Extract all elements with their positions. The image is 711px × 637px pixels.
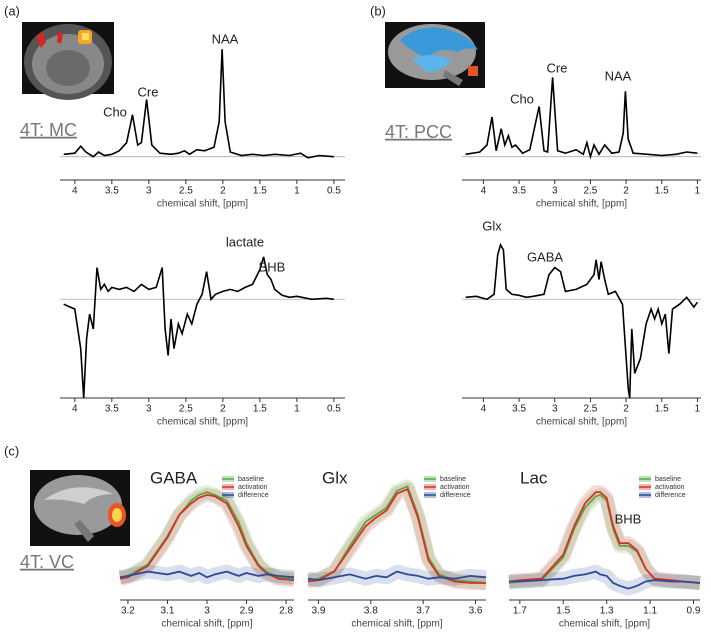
x-tick-label: 1.5: [253, 404, 267, 415]
series-line: [119, 493, 295, 581]
x-tick-label: 3.2: [121, 606, 135, 617]
x-tick-label: 1.3: [600, 606, 614, 617]
x-tick-label: 3: [552, 404, 558, 415]
x-tick-label: 3.8: [364, 606, 378, 617]
x-tick-label: 1.5: [655, 404, 669, 415]
inset-label: 4T: VC: [20, 552, 74, 572]
panel-label: (c): [4, 443, 19, 458]
x-tick-label: 3.5: [105, 186, 119, 197]
x-tick-label: 1: [294, 404, 300, 415]
panel-label: (b): [370, 3, 386, 18]
spectrum-line: [63, 49, 334, 159]
x-tick-label: 4: [481, 186, 487, 197]
legend-label: baseline: [440, 476, 466, 483]
series-line: [509, 570, 701, 590]
peak-annotation: Cho: [510, 91, 534, 106]
x-tick-label: 2.5: [179, 404, 193, 415]
x-tick-label: 3: [204, 606, 210, 617]
series-line: [119, 570, 295, 579]
x-tick-label: 2.8: [279, 606, 293, 617]
panel-label: (a): [4, 3, 20, 18]
series-line: [508, 491, 701, 584]
legend-label: activation: [238, 484, 268, 491]
x-axis-label: chemical shift, [ppm]: [157, 417, 248, 428]
x-tick-label: 0.5: [327, 186, 341, 197]
inset-label: 4T: PCC: [385, 122, 452, 142]
x-axis-label: chemical shift, [ppm]: [536, 199, 627, 210]
x-tick-label: 4: [72, 404, 78, 415]
legend-label: baseline: [655, 476, 681, 483]
x-tick-label: 1: [695, 404, 701, 415]
x-axis-label: chemical shift, [ppm]: [536, 417, 627, 428]
peak-annotation: NAA: [605, 68, 632, 83]
x-tick-label: 1.5: [253, 186, 267, 197]
brain-inset-pcc: [385, 22, 485, 88]
x-tick-label: 3.6: [469, 606, 483, 617]
chart-title: GABA: [150, 468, 198, 487]
legend-label: activation: [655, 484, 685, 491]
inset-label: 4T: MC: [20, 120, 77, 140]
legend-label: difference: [238, 492, 269, 499]
peak-annotation: Cho: [103, 104, 127, 119]
spectrum-line: [465, 242, 699, 399]
x-tick-label: 2.9: [240, 606, 254, 617]
error-band: [307, 564, 487, 588]
peak-annotation: Cre: [547, 60, 568, 75]
peak-annotation: Glx: [482, 218, 502, 233]
x-axis-label: chemical shift, [ppm]: [559, 619, 650, 630]
chart-title: Lac: [520, 468, 548, 487]
chart-title: Glx: [322, 468, 348, 487]
series-line: [307, 570, 487, 582]
spectrum-line: [465, 77, 698, 160]
legend-label: activation: [440, 484, 470, 491]
x-axis-label: chemical shift, [ppm]: [351, 619, 442, 630]
x-tick-label: 3: [146, 186, 152, 197]
x-tick-label: 0.9: [687, 606, 701, 617]
x-tick-label: 2.5: [179, 186, 193, 197]
x-tick-label: 1: [695, 186, 701, 197]
legend-label: baseline: [238, 476, 264, 483]
x-tick-label: 2.5: [583, 186, 597, 197]
x-tick-label: 3.5: [512, 404, 526, 415]
x-tick-label: 3.7: [416, 606, 430, 617]
peak-annotation: Cre: [138, 84, 159, 99]
x-tick-label: 3.5: [105, 404, 119, 415]
peak-annotation: BHB: [615, 511, 642, 526]
x-tick-label: 1.5: [556, 606, 570, 617]
peak-annotation: BHB: [259, 259, 286, 274]
legend-label: difference: [655, 492, 686, 499]
peak-annotation: NAA: [212, 31, 239, 46]
x-tick-label: 4: [72, 186, 78, 197]
x-tick-label: 2.5: [583, 404, 597, 415]
x-tick-label: 1.5: [655, 186, 669, 197]
x-axis-label: chemical shift, [ppm]: [157, 199, 248, 210]
x-tick-label: 3.5: [512, 186, 526, 197]
series-line: [307, 488, 486, 584]
peak-annotation: GABA: [527, 249, 563, 264]
peak-annotation: lactate: [226, 234, 264, 249]
x-tick-label: 2: [623, 404, 629, 415]
x-tick-label: 1.7: [513, 606, 527, 617]
spectrum-line: [63, 256, 335, 399]
x-tick-label: 3.9: [312, 606, 326, 617]
x-tick-label: 2: [623, 186, 629, 197]
x-tick-label: 4: [481, 404, 487, 415]
x-tick-label: 3: [552, 186, 558, 197]
x-tick-label: 0.5: [327, 404, 341, 415]
brain-inset-mc: [22, 22, 114, 100]
x-tick-label: 3: [146, 404, 152, 415]
x-tick-label: 1: [294, 186, 300, 197]
x-tick-label: 2: [220, 186, 226, 197]
brain-inset-vc: [30, 470, 130, 546]
x-tick-label: 3.1: [161, 606, 175, 617]
x-tick-label: 2: [220, 404, 226, 415]
legend-label: difference: [440, 492, 471, 499]
x-axis-label: chemical shift, [ppm]: [161, 619, 252, 630]
x-tick-label: 1.1: [643, 606, 657, 617]
